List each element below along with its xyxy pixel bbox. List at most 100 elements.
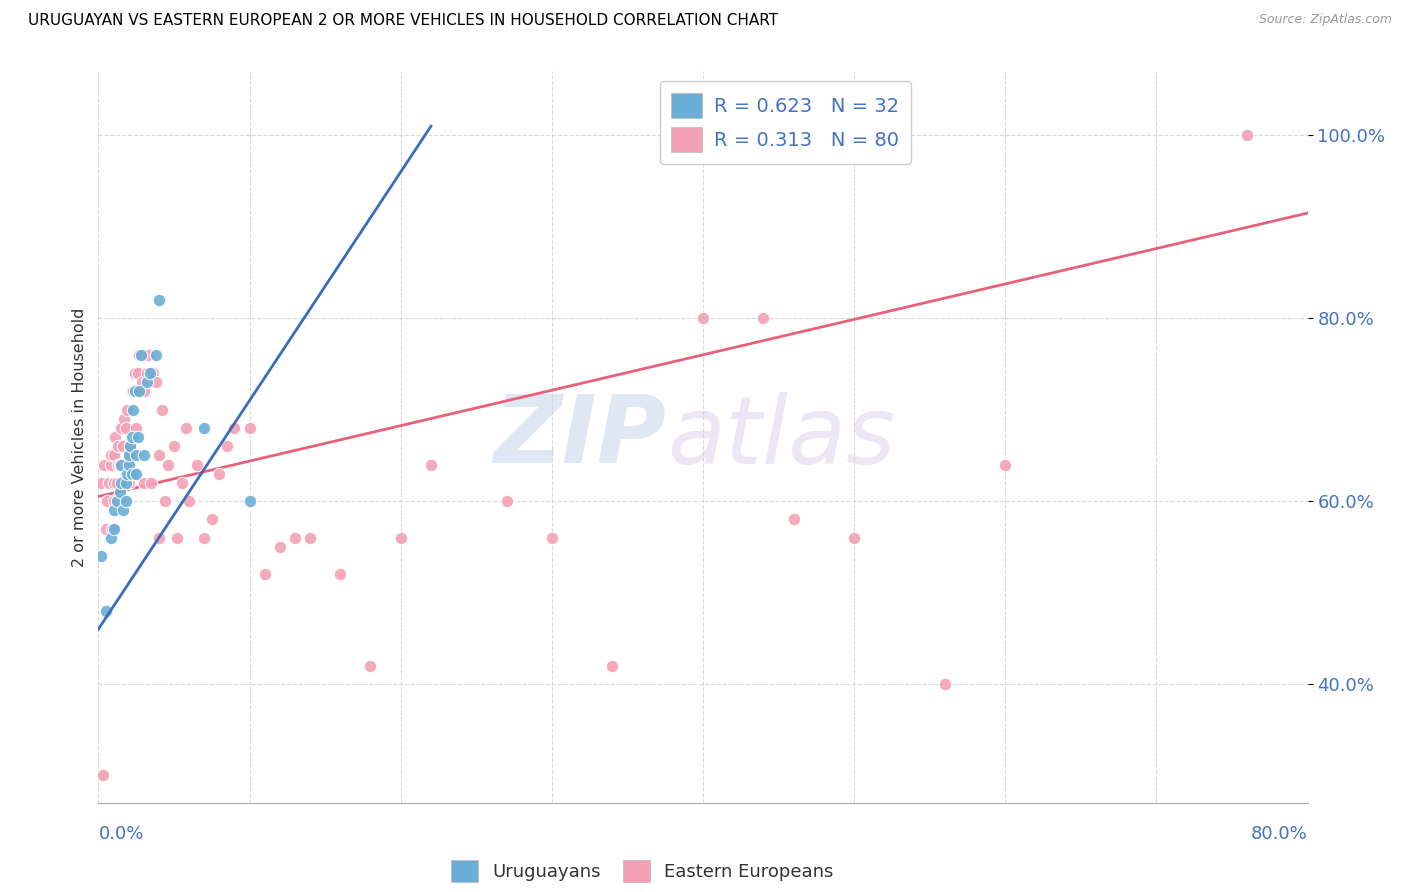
Point <box>177 494 201 508</box>
Legend: Uruguayans, Eastern Europeans: Uruguayans, Eastern Europeans <box>444 853 841 888</box>
Point <box>100 531 122 545</box>
Point <box>122 384 145 399</box>
Point <box>101 521 124 535</box>
Y-axis label: 2 or more Vehicles in Household: 2 or more Vehicles in Household <box>72 308 87 566</box>
Point <box>127 430 149 444</box>
Point <box>110 421 132 435</box>
Point <box>121 384 143 399</box>
Point <box>121 467 143 481</box>
Point <box>98 475 121 490</box>
Point <box>540 531 562 545</box>
Point <box>193 531 215 545</box>
Point <box>145 348 167 362</box>
Point <box>299 531 322 545</box>
Point <box>111 439 134 453</box>
Point <box>145 376 167 390</box>
Point <box>100 458 122 472</box>
Point <box>782 512 804 526</box>
Point <box>103 475 125 490</box>
Point <box>495 494 517 508</box>
Point <box>284 531 307 545</box>
Point <box>193 421 215 435</box>
Point <box>112 412 135 426</box>
Point <box>103 494 125 508</box>
Point <box>224 421 246 435</box>
Point <box>100 449 122 463</box>
Text: 80.0%: 80.0% <box>1251 825 1308 843</box>
Point <box>105 494 128 508</box>
Point <box>91 768 114 782</box>
Point <box>118 449 141 463</box>
Point <box>934 677 956 691</box>
Point <box>121 430 143 444</box>
Point <box>120 439 142 453</box>
Point <box>174 421 197 435</box>
Point <box>114 494 136 508</box>
Point <box>115 467 138 481</box>
Point <box>253 567 276 582</box>
Point <box>124 366 146 380</box>
Point <box>110 475 132 490</box>
Point <box>114 475 136 490</box>
Point <box>131 376 153 390</box>
Point <box>103 521 125 535</box>
Point <box>132 384 155 399</box>
Point <box>215 439 238 453</box>
Point <box>128 384 150 399</box>
Point <box>170 475 193 490</box>
Point <box>125 467 148 481</box>
Point <box>419 458 441 472</box>
Point <box>118 449 141 463</box>
Point <box>139 366 162 380</box>
Point <box>111 475 134 490</box>
Point <box>105 494 128 508</box>
Point <box>329 567 352 582</box>
Point <box>994 458 1017 472</box>
Text: ZIP: ZIP <box>494 391 666 483</box>
Point <box>239 421 262 435</box>
Point <box>90 549 112 563</box>
Point <box>120 439 142 453</box>
Point <box>110 458 132 472</box>
Point <box>107 458 129 472</box>
Point <box>90 475 112 490</box>
Point <box>360 658 382 673</box>
Point <box>110 494 132 508</box>
Point <box>129 348 152 362</box>
Point <box>127 366 149 380</box>
Point <box>132 475 155 490</box>
Point <box>94 604 117 618</box>
Point <box>153 494 176 508</box>
Point <box>136 348 159 362</box>
Point <box>150 402 173 417</box>
Point <box>118 475 141 490</box>
Point <box>103 503 125 517</box>
Point <box>142 366 165 380</box>
Point <box>166 531 188 545</box>
Point <box>94 521 117 535</box>
Point <box>148 531 170 545</box>
Point <box>103 449 125 463</box>
Point <box>163 439 186 453</box>
Point <box>125 421 148 435</box>
Point <box>1236 128 1258 143</box>
Point <box>122 402 145 417</box>
Point <box>389 531 412 545</box>
Point <box>114 421 136 435</box>
Point <box>156 458 179 472</box>
Point <box>125 449 148 463</box>
Point <box>118 458 141 472</box>
Point <box>148 293 170 307</box>
Point <box>148 449 170 463</box>
Point <box>111 503 134 517</box>
Point <box>844 531 866 545</box>
Text: Source: ZipAtlas.com: Source: ZipAtlas.com <box>1258 13 1392 27</box>
Point <box>107 439 129 453</box>
Point <box>752 311 775 326</box>
Point <box>105 475 128 490</box>
Text: URUGUAYAN VS EASTERN EUROPEAN 2 OR MORE VEHICLES IN HOUSEHOLD CORRELATION CHART: URUGUAYAN VS EASTERN EUROPEAN 2 OR MORE … <box>28 13 779 29</box>
Point <box>132 449 155 463</box>
Point <box>115 402 138 417</box>
Point <box>692 311 714 326</box>
Point <box>125 384 148 399</box>
